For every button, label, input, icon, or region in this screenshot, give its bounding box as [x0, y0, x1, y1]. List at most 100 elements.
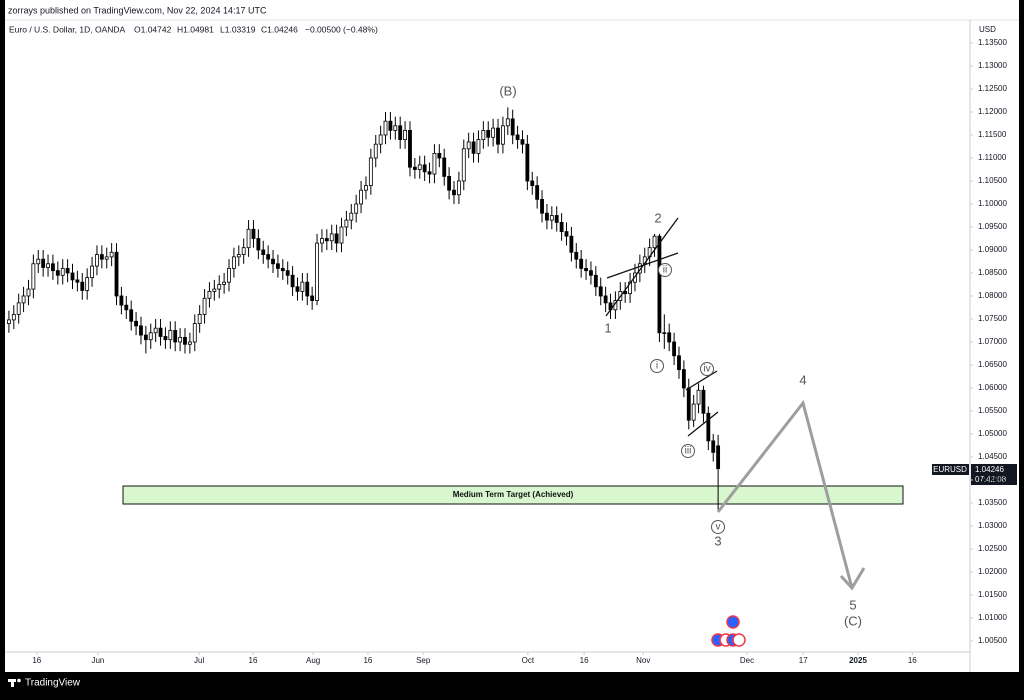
candle-body — [496, 127, 500, 145]
event-icons — [711, 615, 746, 647]
candle-body — [65, 267, 70, 274]
x-tick-label: 16 — [249, 656, 258, 665]
y-tick-label: 1.11500 — [978, 130, 1007, 139]
y-tick-label: 1.12500 — [978, 84, 1007, 93]
candle-body — [90, 265, 94, 278]
wave-label: (C) — [844, 613, 862, 628]
x-tick-label: 17 — [799, 656, 808, 665]
candle-body — [6, 319, 11, 324]
candle-body — [324, 238, 329, 242]
candle-body — [403, 129, 408, 140]
candle-body — [207, 290, 212, 299]
candle-body — [310, 295, 315, 301]
candle-body — [481, 129, 486, 140]
candle-body — [41, 258, 46, 268]
candle-body — [51, 263, 55, 272]
candle-body — [16, 302, 21, 315]
candle-body — [564, 231, 569, 237]
wave-circle — [700, 362, 714, 376]
candle-body — [295, 286, 300, 292]
candle-body — [305, 281, 310, 297]
candle-body — [686, 387, 691, 421]
candle-body — [246, 228, 251, 249]
symbol-title: Euro / U.S. Dollar, 1D, OANDA — [9, 24, 126, 34]
wave-circle — [681, 444, 695, 458]
y-tick-label: 1.01000 — [978, 613, 1007, 622]
y-tick-label: 1.03000 — [978, 521, 1007, 530]
candle-body — [461, 148, 466, 182]
candle-body — [383, 120, 388, 136]
footer-logo: TradingView — [8, 678, 81, 689]
candle-body — [339, 226, 344, 244]
candle-body — [359, 189, 363, 205]
event-icon[interactable] — [726, 615, 740, 629]
candle-body — [168, 330, 173, 341]
candle-body — [667, 332, 672, 343]
y-tick-label: 1.05500 — [978, 406, 1007, 415]
y-tick-label: 1.00500 — [978, 636, 1007, 645]
footer-brand: TradingView — [25, 678, 81, 689]
candle-body — [706, 412, 711, 442]
candle-body — [486, 129, 491, 138]
candle-body — [139, 325, 143, 336]
candle-body — [31, 263, 36, 290]
y-tick-label: 1.02500 — [978, 544, 1007, 553]
candle-body — [574, 251, 579, 260]
candle-body — [99, 254, 104, 260]
candle-body — [422, 164, 427, 173]
candle-body — [46, 263, 50, 268]
candle-body — [70, 272, 75, 281]
wave-label: 2 — [654, 210, 661, 225]
candle-body — [109, 251, 114, 258]
event-icon[interactable] — [732, 633, 746, 647]
logo-mark — [8, 679, 16, 682]
candle-body — [530, 180, 535, 186]
candle-body — [549, 215, 554, 221]
candle-body — [652, 235, 657, 249]
candle-body — [476, 139, 481, 154]
candle-body — [95, 254, 99, 267]
y-tick-label: 1.07500 — [978, 314, 1007, 323]
wave-label: i — [656, 361, 658, 372]
channels — [605, 217, 719, 437]
candle-body — [334, 233, 339, 244]
y-tick-label: 1.09000 — [978, 245, 1007, 254]
candle-body — [569, 235, 574, 253]
candle-body — [231, 256, 236, 269]
candle-body — [26, 288, 31, 297]
candle-body — [373, 143, 378, 159]
candle-body — [285, 270, 290, 276]
y-tick-label: 1.04500 — [978, 452, 1007, 461]
legend-open: O1.04742 — [134, 24, 172, 34]
candle-body — [280, 267, 285, 272]
candle-body — [432, 152, 437, 175]
candle-body — [515, 134, 520, 140]
y-tick-label: 1.03500 — [978, 498, 1007, 507]
candle-body — [579, 258, 584, 269]
candle-body — [701, 389, 706, 414]
candle-body — [584, 267, 588, 272]
candle-body — [520, 139, 525, 145]
candle-body — [540, 198, 544, 214]
candle-body — [505, 118, 510, 127]
candle-body — [320, 238, 324, 244]
wave-label: ii — [663, 265, 667, 276]
price-tag-countdown: 07:42:08 — [975, 475, 1007, 484]
candle-body — [153, 327, 158, 334]
y-tick-label: 1.11000 — [978, 153, 1007, 162]
wave-circle — [650, 359, 664, 373]
x-tick-label: Sep — [416, 656, 431, 665]
candle-body — [75, 279, 80, 283]
y-tick-label: 1.05000 — [978, 429, 1007, 438]
candle-body — [178, 336, 183, 343]
y-tick-label: 1.13000 — [978, 61, 1007, 70]
chart-background — [5, 0, 1019, 672]
candle-body — [691, 403, 696, 421]
projection-path — [716, 399, 854, 589]
y-tick-label: 1.06500 — [978, 360, 1007, 369]
candle-body — [398, 125, 403, 140]
candle-body — [21, 295, 26, 304]
publish-header: zorrays published on TradingView.com, No… — [8, 5, 267, 15]
candle-body — [11, 313, 16, 321]
candle-body — [158, 327, 163, 337]
